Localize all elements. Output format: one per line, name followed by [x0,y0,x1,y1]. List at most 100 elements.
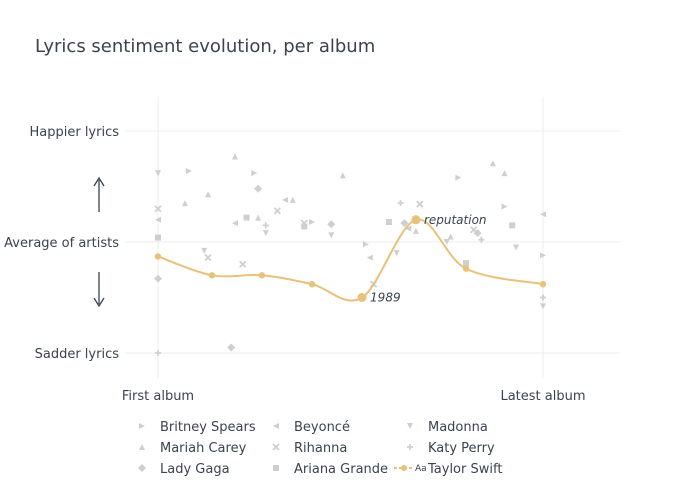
legend-item[interactable]: Katy Perry [407,441,495,456]
data-point [201,247,208,254]
legend-label: Katy Perry [428,441,495,456]
data-point [397,200,404,207]
legend-symbol [407,423,413,429]
x-tick-label: Latest album [500,389,585,404]
x-tick-label: First album [122,389,194,404]
legend-item[interactable]: Britney Spears [139,420,256,435]
data-point [155,170,161,177]
data-point [412,227,419,234]
highlight-point [357,293,367,302]
series-markers [155,196,546,261]
data-point [251,170,258,177]
data-point [155,234,161,241]
series-markers [155,170,546,310]
data-point [301,223,308,230]
legend-symbol [272,443,280,451]
y-axis: Happier lyrics Average of artists Sadder l… [4,125,119,362]
series-markers [181,153,508,240]
legend-symbol [139,444,145,450]
arrows [93,176,105,308]
highlight-point [208,272,216,279]
data-point [400,219,409,228]
grid [125,97,620,378]
legend-item[interactable]: Ariana Grande [273,462,388,477]
data-point [262,230,269,237]
data-point [204,253,212,262]
data-point [513,244,520,251]
y-tick-label: Happier lyrics [29,125,119,140]
data-point [255,214,262,221]
background-series [154,153,546,356]
arrow-up-icon [93,176,105,212]
highlight-point [411,215,421,225]
legend-symbol [273,423,279,429]
legend-symbol [273,465,279,471]
data-point [232,153,238,160]
series-markers [154,200,478,288]
data-point [540,294,546,301]
legend-symbol [401,465,407,471]
data-point [154,274,162,283]
data-point [181,200,188,207]
highlight-point [154,253,162,260]
legend: Britney Spears Beyoncé Madonna Mariah Carey… [138,420,502,477]
x-axis: First album Latest album [122,389,586,404]
data-point [416,200,424,208]
legend-label: Beyoncé [294,420,350,435]
legend-symbol [139,423,145,429]
data-point [501,170,508,177]
data-point [227,343,236,352]
data-point [185,167,192,174]
legend-label: Ariana Grande [294,462,388,477]
data-point [327,220,336,229]
chart-title: Lyrics sentiment evolution, per album [35,36,375,57]
data-point [540,303,546,310]
data-point [540,252,546,259]
legend-symbol [407,444,413,450]
series-markers [154,184,482,352]
legend-item[interactable]: Aa Taylor Swift [394,462,502,477]
legend-item[interactable]: Mariah Carey [139,441,247,456]
legend-item[interactable]: Rihanna [272,441,347,456]
data-point [509,222,516,229]
data-point [447,233,454,240]
legend-label: Taylor Swift [427,462,502,477]
data-point [473,229,482,238]
data-point [154,205,162,213]
y-tick-label: Sadder lyrics [35,347,120,362]
series-markers [155,214,516,267]
data-point [309,219,315,226]
highlight-point [308,280,316,288]
legend-label: Mariah Carey [160,441,247,456]
series-markers [155,200,546,356]
legend-item[interactable]: Madonna [407,420,488,435]
highlight-line [157,218,544,302]
data-point [155,350,161,356]
legend-item[interactable]: Beyoncé [273,420,350,435]
annotation: reputation [424,213,487,227]
y-tick-label: Average of artists [4,236,119,251]
data-point [155,216,161,223]
data-point [273,207,281,215]
data-point [289,196,296,203]
highlight-point [258,272,266,279]
data-point [328,232,335,239]
data-point [232,220,238,227]
legend-label: Lady Gaga [160,462,230,477]
annotations: 1989 reputation [370,213,486,305]
data-point [501,203,508,210]
data-point [243,214,250,221]
data-point [362,241,369,248]
data-point [478,236,485,243]
data-point [282,196,289,203]
legend-item[interactable]: Lady Gaga [138,462,230,477]
text-style-icon: Aa [415,464,427,474]
data-point [540,211,546,218]
data-point [463,260,469,267]
data-point [205,191,212,198]
legend-label: Britney Spears [160,420,256,435]
data-point [339,172,346,179]
legend-label: Madonna [428,420,488,435]
